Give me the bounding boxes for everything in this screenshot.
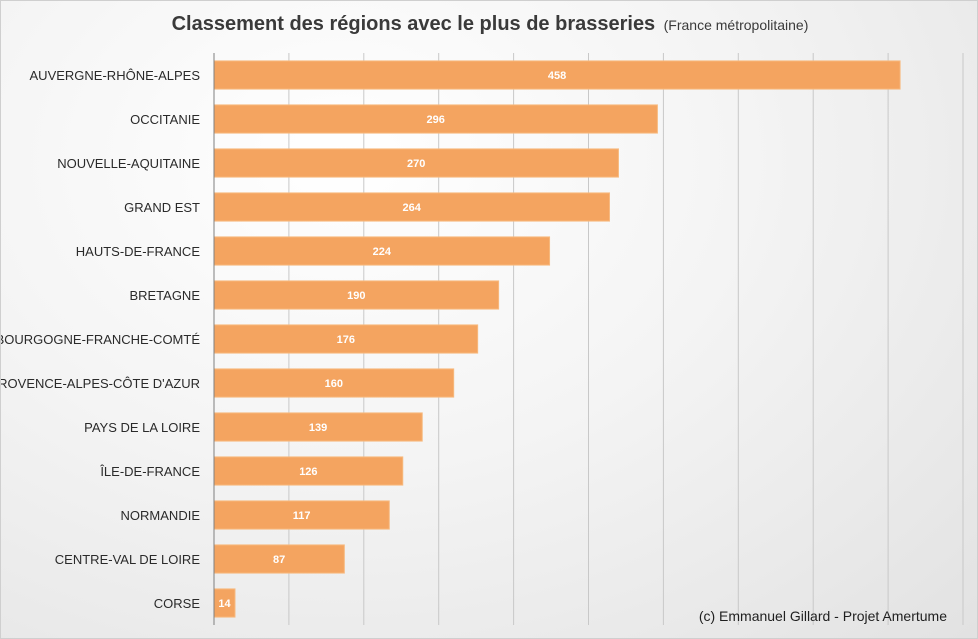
data-label: 264: [403, 202, 422, 214]
chart-subtitle: (France métropolitaine): [663, 17, 809, 33]
category-label: ÎLE-DE-FRANCE: [99, 464, 200, 479]
bar: [213, 412, 423, 442]
category-label: BRETAGNE: [129, 288, 200, 303]
data-label: 296: [427, 114, 445, 126]
category-label: NOUVELLE-AQUITAINE: [57, 156, 200, 171]
category-label: OCCITANIE: [130, 112, 200, 127]
data-label: 87: [273, 554, 285, 566]
bar: [213, 280, 500, 310]
data-label: 117: [293, 510, 311, 522]
category-label: NORMANDIE: [121, 508, 201, 523]
bar: [213, 192, 610, 222]
category-label: PAYS DE LA LOIRE: [84, 420, 200, 435]
bar: [213, 324, 479, 354]
data-label: 126: [299, 466, 317, 478]
category-label: HAUTS-DE-FRANCE: [76, 244, 201, 259]
category-label: PROVENCE-ALPES-CÔTE D'AZUR: [1, 376, 200, 391]
credit-text: (c) Emmanuel Gillard - Projet Amertume: [698, 608, 947, 624]
bar: [213, 148, 619, 178]
category-label: GRAND EST: [124, 200, 200, 215]
data-label: 139: [309, 422, 327, 434]
category-label: CENTRE-VAL DE LOIRE: [55, 552, 201, 567]
data-label: 160: [325, 378, 343, 390]
bar: [213, 236, 551, 266]
category-label: BOURGOGNE-FRANCHE-COMTÉ: [1, 332, 200, 347]
bar: [213, 104, 658, 134]
category-label: CORSE: [154, 596, 201, 611]
data-label: 190: [347, 290, 365, 302]
bar: [213, 456, 404, 486]
data-label: 458: [548, 70, 566, 82]
data-label: 14: [218, 598, 231, 610]
data-label: 176: [337, 334, 355, 346]
chart-title: Classement des régions avec le plus de b…: [171, 13, 656, 35]
bar: [213, 500, 390, 530]
data-label: 270: [407, 158, 425, 170]
chart-title-block: Classement des régions avec le plus de b…: [1, 13, 978, 36]
category-label: AUVERGNE-RHÔNE-ALPES: [30, 68, 201, 83]
data-label: 224: [373, 246, 392, 258]
